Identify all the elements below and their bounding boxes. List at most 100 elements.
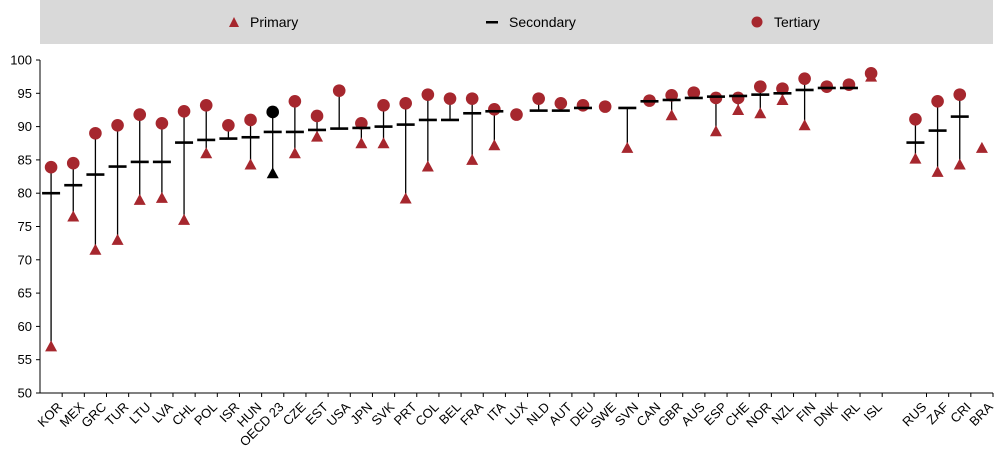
secondary-marker: [42, 191, 61, 195]
primary-marker: [266, 167, 279, 179]
tertiary-marker: [244, 113, 257, 127]
primary-marker: [89, 243, 102, 255]
primary-marker: [975, 141, 988, 153]
category-label: FRA: [457, 399, 486, 428]
y-tick-label: 80: [18, 186, 32, 201]
y-tick-label: 100: [10, 53, 32, 68]
tertiary-marker: [909, 112, 922, 126]
tertiary-marker: [199, 98, 213, 112]
tertiary-marker: [111, 118, 124, 132]
category-label: AUT: [546, 399, 575, 428]
primary-marker: [732, 103, 745, 115]
category-label: POL: [191, 399, 220, 428]
primary-marker: [931, 165, 944, 177]
secondary-marker: [640, 99, 659, 103]
secondary-marker: [684, 96, 703, 100]
primary-marker: [488, 139, 501, 151]
secondary-marker: [950, 115, 969, 118]
tertiary-marker: [687, 86, 701, 99]
tertiary-marker: [332, 84, 346, 97]
legend-label-tertiary: Tertiary: [774, 14, 820, 30]
secondary-marker: [441, 118, 460, 122]
primary-marker: [421, 160, 434, 172]
category-label: LTU: [126, 399, 153, 426]
primary-marker: [776, 93, 789, 105]
y-tick-label: 70: [18, 252, 32, 267]
tertiary-marker: [864, 67, 878, 80]
primary-marker: [953, 158, 966, 170]
category-label: ESP: [701, 399, 730, 428]
category-label: NLD: [524, 399, 553, 428]
y-tick-label: 65: [18, 286, 32, 301]
primary-marker: [798, 119, 811, 131]
tertiary-marker: [488, 102, 501, 116]
tertiary-marker: [598, 100, 612, 113]
secondary-marker: [751, 93, 770, 96]
tertiary-marker: [66, 156, 80, 170]
secondary-marker: [485, 109, 504, 113]
tertiary-marker: [177, 104, 191, 118]
category-label: BRA: [966, 399, 996, 429]
secondary-marker: [906, 141, 925, 144]
category-label: CHL: [169, 399, 198, 428]
tertiary-marker: [443, 92, 457, 105]
secondary-marker: [130, 160, 149, 164]
legend-circle-icon: [751, 16, 763, 28]
primary-marker: [311, 130, 324, 142]
secondary-marker: [175, 141, 194, 144]
tertiary-marker: [399, 96, 412, 110]
tertiary-marker: [355, 116, 368, 130]
y-tick-label: 85: [18, 152, 32, 167]
secondary-marker: [285, 130, 304, 134]
tertiary-marker: [953, 88, 967, 101]
secondary-marker: [152, 160, 171, 164]
secondary-marker: [241, 135, 260, 139]
secondary-marker: [529, 109, 548, 112]
category-label: PRT: [391, 399, 420, 428]
y-tick-label: 60: [18, 319, 32, 334]
tertiary-marker: [421, 88, 435, 101]
y-tick-label: 75: [18, 219, 32, 234]
primary-marker: [133, 193, 146, 205]
secondary-marker: [662, 98, 681, 102]
category-label: EST: [302, 399, 331, 428]
tertiary-marker: [532, 92, 545, 105]
tertiary-marker: [931, 94, 944, 108]
secondary-marker: [352, 126, 371, 130]
tertiary-marker: [89, 126, 102, 140]
tertiary-marker: [709, 91, 723, 105]
y-tick-label: 95: [18, 86, 32, 101]
secondary-marker: [86, 173, 105, 176]
secondary-marker: [817, 86, 836, 90]
primary-marker: [155, 191, 168, 203]
secondary-marker: [219, 137, 238, 140]
legend-item-primary: Primary: [228, 12, 298, 32]
primary-marker: [355, 137, 368, 149]
tertiary-marker: [133, 108, 147, 121]
primary-marker: [377, 137, 390, 149]
tertiary-marker: [377, 98, 390, 112]
legend-triangle-icon: [229, 17, 239, 27]
category-label: IRL: [838, 399, 863, 424]
tertiary-marker: [576, 98, 590, 112]
primary-marker: [67, 210, 80, 222]
secondary-marker: [308, 128, 327, 132]
tertiary-marker: [665, 88, 678, 102]
tertiary-marker: [820, 80, 834, 93]
secondary-marker: [418, 118, 437, 122]
secondary-marker: [108, 165, 127, 168]
y-tick-label: 50: [18, 386, 32, 401]
secondary-marker: [64, 183, 83, 187]
y-tick-label: 55: [18, 352, 32, 367]
tertiary-marker: [510, 108, 523, 121]
primary-marker: [399, 192, 412, 204]
secondary-marker: [263, 130, 282, 134]
secondary-marker: [573, 106, 592, 110]
tertiary-marker: [310, 109, 324, 123]
primary-marker: [665, 109, 678, 121]
primary-marker: [178, 213, 191, 225]
primary-marker: [709, 125, 722, 137]
category-label: NZL: [768, 399, 796, 427]
secondary-marker: [374, 125, 393, 128]
secondary-marker: [706, 95, 725, 98]
